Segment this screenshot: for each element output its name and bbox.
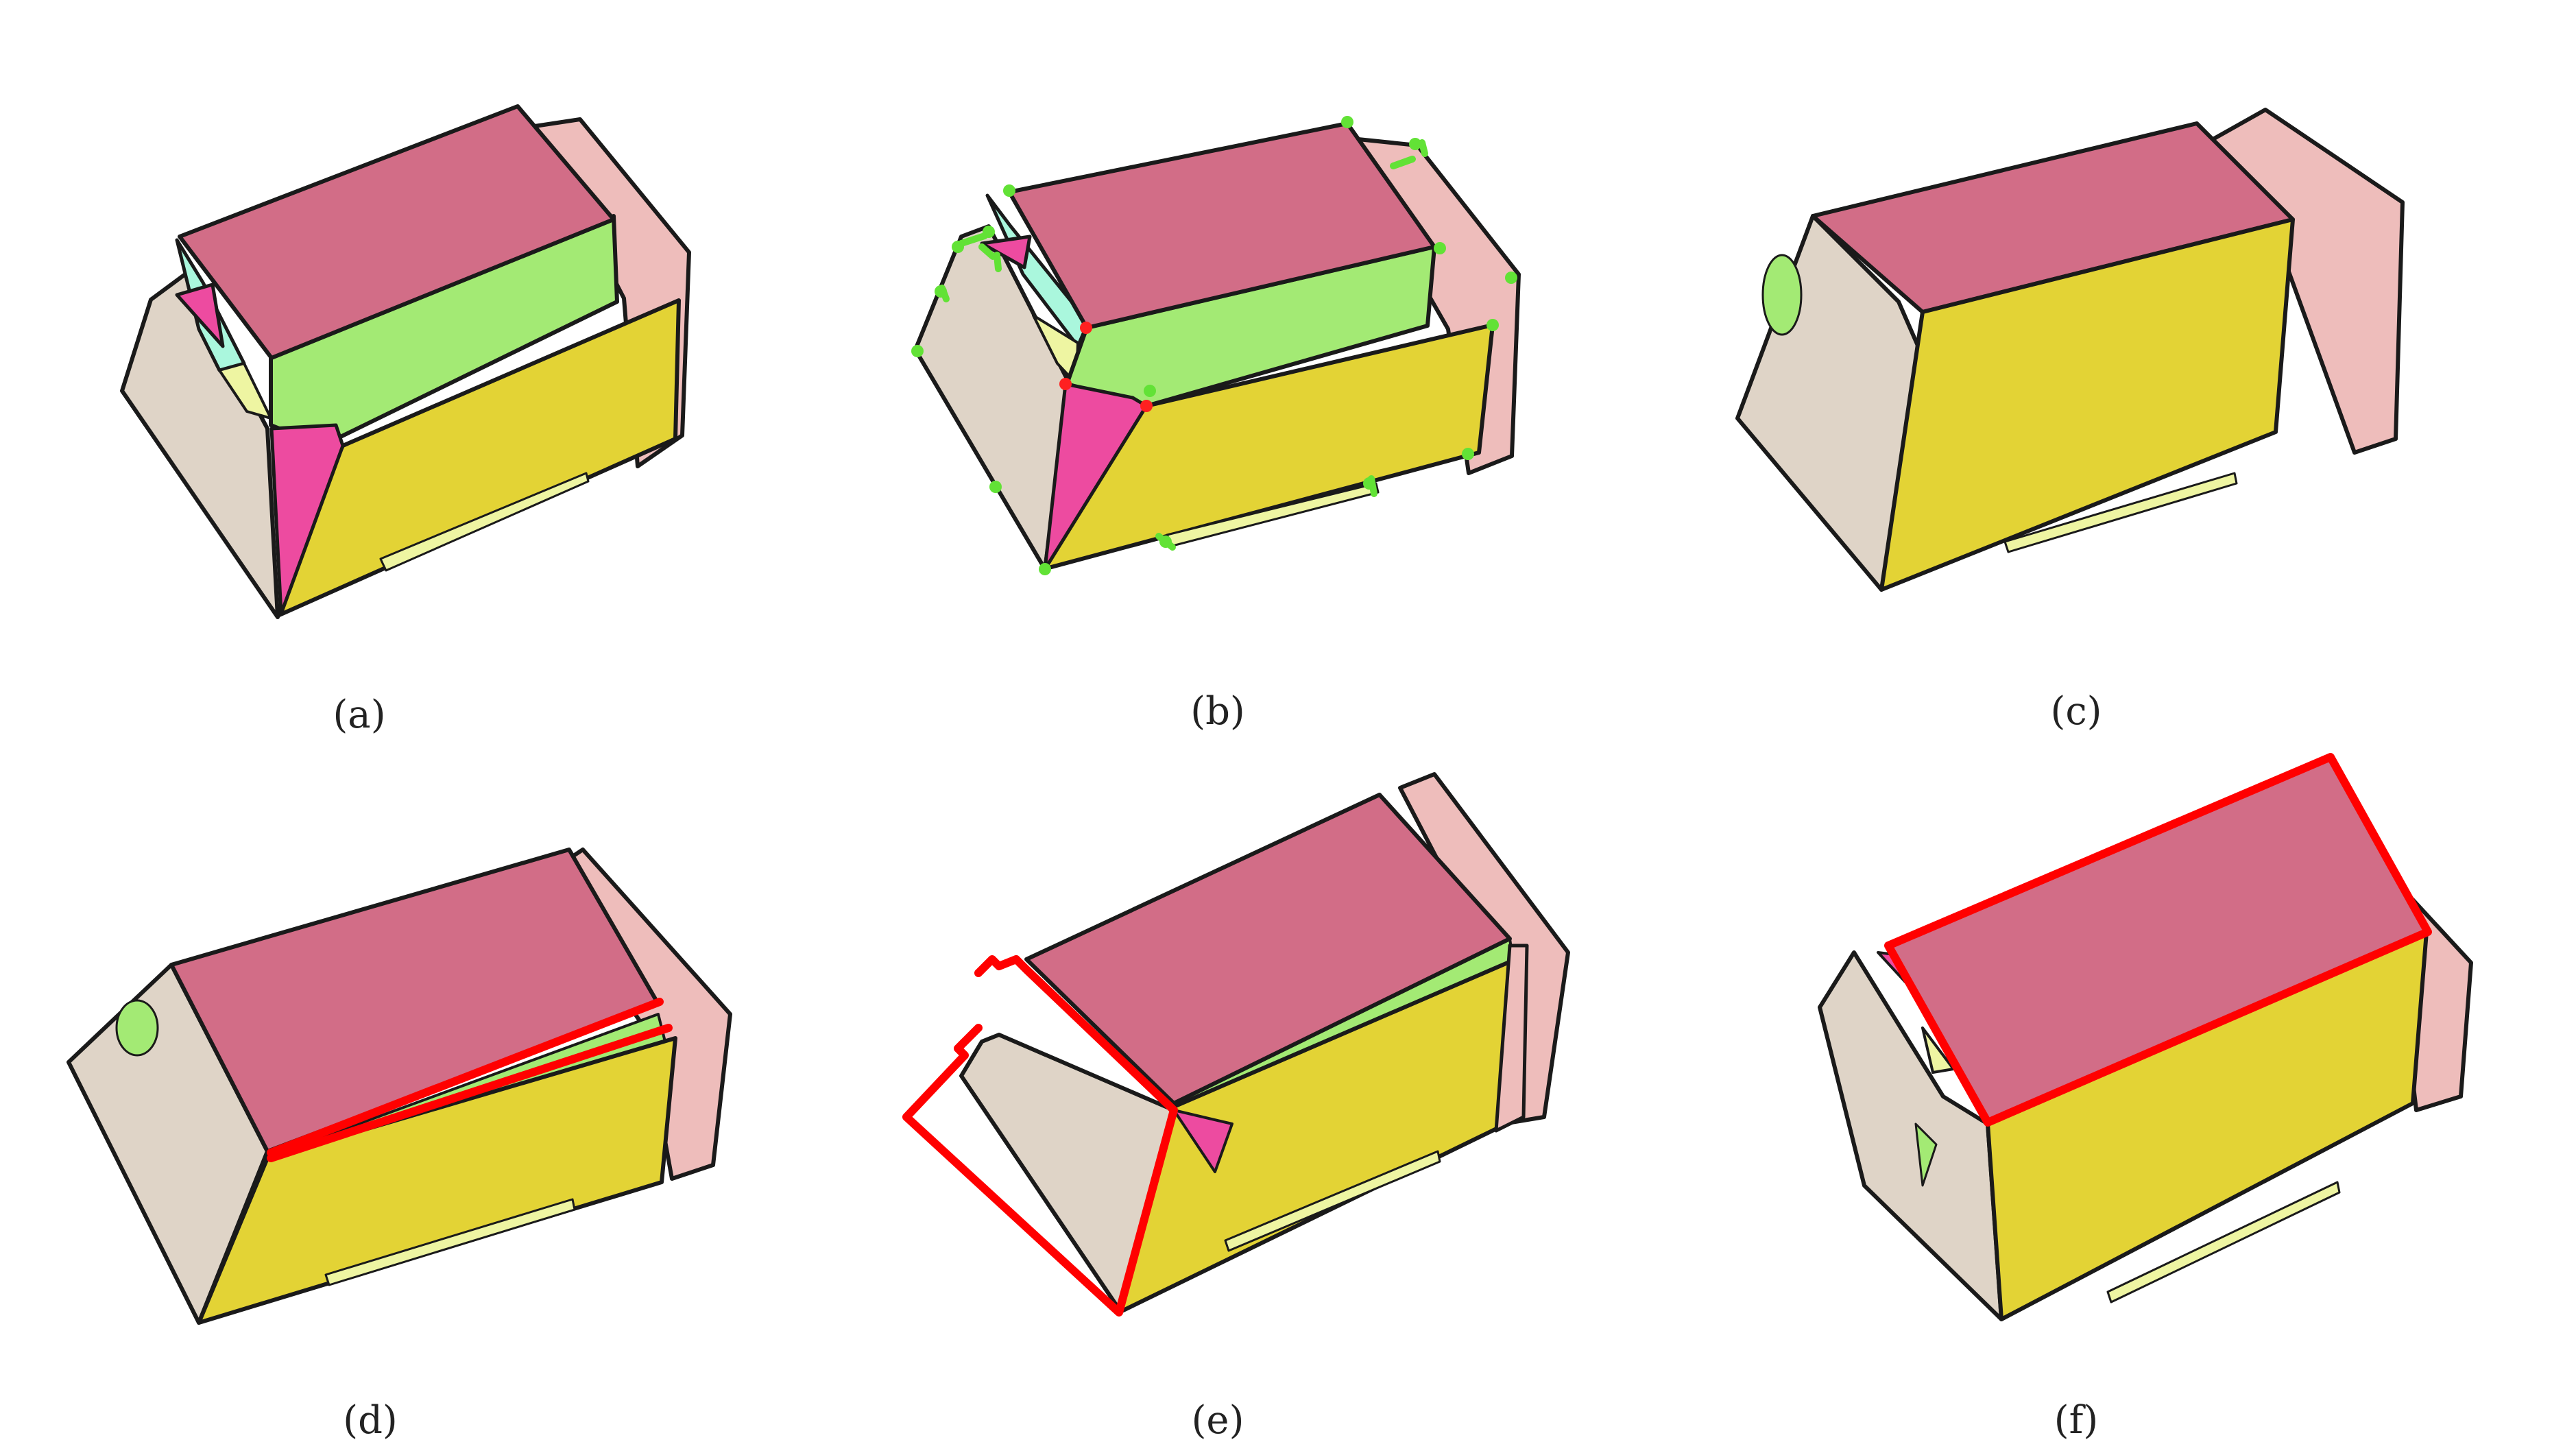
box-model-e	[902, 772, 1570, 1317]
box-model-a	[120, 104, 691, 619]
red-points	[1059, 322, 1153, 412]
box-model-c	[1735, 108, 2405, 592]
panel-e: (e)	[858, 726, 1717, 1452]
end-face	[913, 224, 1072, 571]
green-sliver	[1914, 1122, 1938, 1187]
green-blob	[1761, 254, 1803, 336]
magenta-face-lower	[269, 423, 345, 616]
corner-segments	[939, 139, 1428, 551]
panel-d: (d)	[0, 726, 858, 1452]
slot-face	[379, 472, 590, 572]
slot-face	[324, 1198, 576, 1286]
end-face	[959, 1033, 1176, 1311]
box-model-b	[911, 116, 1521, 575]
highlight-end-outline	[902, 955, 1178, 1317]
magenta-face	[175, 283, 225, 348]
side-face	[197, 1036, 677, 1325]
slot-face	[2106, 1181, 2341, 1304]
top-face	[1024, 793, 1512, 1105]
panel-b: (b)	[858, 0, 1717, 734]
green-blob	[115, 999, 159, 1057]
caption-d: (d)	[343, 1398, 398, 1443]
caption-f: (f)	[2054, 1398, 2099, 1443]
slot-face	[2003, 472, 2238, 553]
caption-c: (c)	[2050, 689, 2102, 734]
caption-a: (a)	[333, 693, 386, 737]
box-model-f	[1818, 753, 2473, 1321]
magenta-face	[1172, 1109, 1233, 1173]
highlight-edge-lower	[267, 1024, 673, 1162]
lightyellow-face	[1921, 1026, 1955, 1074]
slot-face	[1224, 1150, 1441, 1252]
panel-f: (f)	[1717, 726, 2575, 1452]
highlight-edge-top	[267, 998, 664, 1157]
caption-b: (b)	[1190, 689, 1245, 734]
back-face-front	[1494, 944, 1529, 1133]
side-face	[1879, 217, 2295, 592]
highlight-top-outline	[1884, 753, 2432, 1127]
caption-e: (e)	[1191, 1398, 1244, 1443]
panel-c: (c)	[1717, 0, 2575, 734]
panel-a: (a)	[0, 0, 858, 737]
box-model-d	[67, 848, 732, 1325]
top-face	[178, 104, 616, 360]
magenta-face	[980, 235, 1032, 269]
